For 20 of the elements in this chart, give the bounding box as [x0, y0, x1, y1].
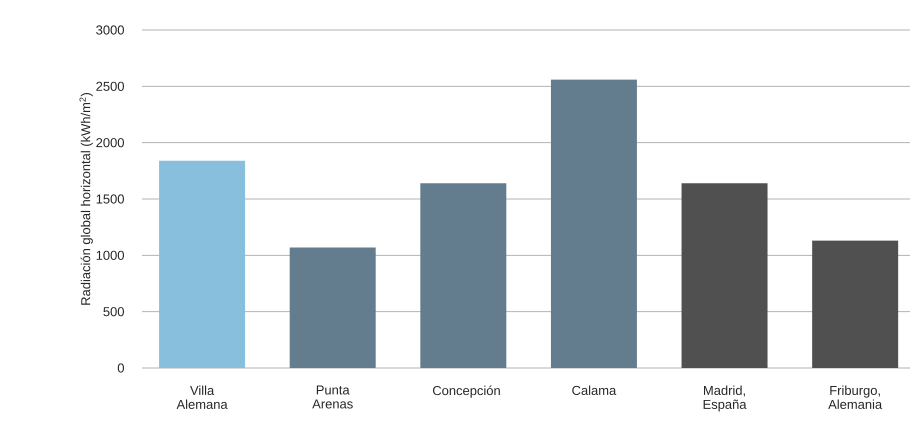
x-tick-label: Punta Arenas: [312, 386, 353, 409]
bar: [550, 80, 637, 368]
y-tick-label: 1000: [96, 250, 124, 260]
x-tick-label: Friburgo, Alemania: [828, 386, 882, 409]
bar: [420, 183, 506, 368]
x-tick-label: Villa Alemana: [176, 386, 228, 409]
y-tick-label: 1500: [96, 194, 124, 204]
bar: [159, 160, 246, 368]
x-tick-label: Concepción: [432, 386, 500, 398]
y-tick-label: 2000: [96, 138, 124, 148]
bar: [290, 247, 376, 368]
x-tick-label: Calama: [572, 386, 616, 396]
y-tick-label: 0: [118, 363, 124, 373]
x-tick-label: Madrid, España: [704, 386, 746, 412]
bar: [682, 183, 768, 368]
bar: [812, 240, 898, 368]
y-tick-label: 2500: [96, 82, 124, 91]
y-tick-label: 500: [103, 307, 124, 316]
y-tick-label: 3000: [96, 25, 124, 35]
y-axis-title: Radiación global horizontal (kWh/m$^{2}$): [79, 93, 93, 305]
